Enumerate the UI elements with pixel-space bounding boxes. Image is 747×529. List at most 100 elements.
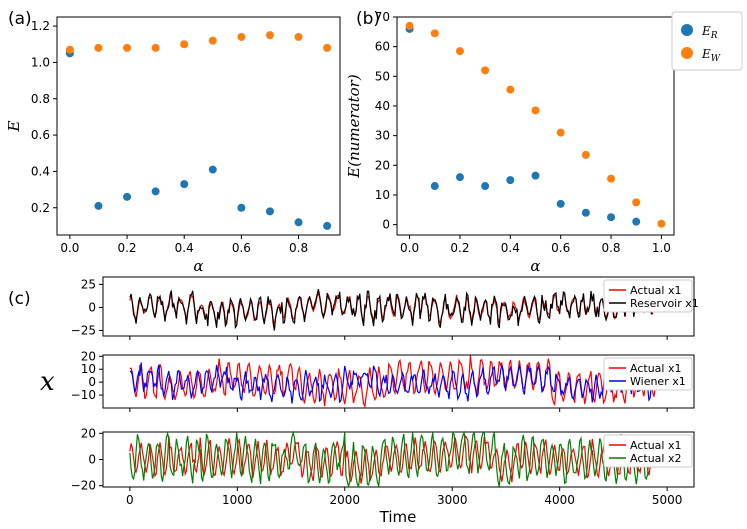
point-ew-9: [323, 43, 332, 52]
point-ew-6: [237, 32, 246, 41]
x-tick-label: 0.8: [289, 241, 308, 255]
y-tick-label: 1.0: [31, 55, 50, 69]
y-tick-label: 0: [88, 300, 96, 314]
point-ew-8: [294, 32, 303, 41]
y-tick-label: 0: [88, 375, 96, 389]
y-tick-label: 1.2: [31, 19, 50, 33]
legend-frame: [603, 434, 693, 468]
point-er-1: [94, 201, 103, 210]
point-ew-2: [455, 47, 464, 56]
x-tick-label: 0.0: [400, 241, 419, 255]
point-ew-1: [94, 43, 103, 52]
legend-top-frame: [671, 11, 743, 71]
plot-frame: [102, 276, 695, 337]
legend-label: Actual x1: [630, 284, 681, 297]
point-ew-8: [607, 174, 616, 183]
point-er-4: [506, 176, 515, 185]
y-tick-label: 30: [375, 129, 390, 143]
point-er-2: [123, 192, 132, 201]
point-ew-0: [65, 45, 74, 54]
y-tick-label: 50: [375, 69, 390, 83]
point-er-9: [632, 217, 641, 226]
x-tick-label: 0.6: [551, 241, 570, 255]
y-tick-label: 0.8: [31, 92, 50, 106]
y-tick-label: −25: [71, 323, 96, 337]
point-er-3: [481, 182, 490, 191]
chart-panel-b: 0.0 0.2 0.4 0.6 0.8 1.0 0 10 20 30 40 50 60 70 α E(nume…: [345, 10, 675, 275]
x-axis-label: α: [193, 257, 203, 275]
point-er-3: [151, 187, 160, 196]
x-tick-label: 0.8: [601, 241, 620, 255]
x-tick-label: 0.2: [450, 241, 469, 255]
legend-top: ER EW: [671, 11, 743, 71]
point-ew-3: [481, 66, 490, 75]
y-tick-label: −20: [71, 479, 96, 493]
point-ew-7: [265, 31, 274, 40]
point-er-1: [430, 182, 439, 191]
point-ew-7: [581, 150, 590, 159]
x-tick-label: 0.4: [501, 241, 520, 255]
legend-frame: [603, 279, 693, 313]
series-line-actual-x2: [129, 430, 657, 489]
y-tick-label: 0: [382, 218, 390, 232]
shared-y-label: x: [40, 367, 55, 397]
plot-frame: [102, 354, 695, 409]
point-er-8: [607, 213, 616, 222]
plot-frame: [56, 16, 341, 236]
point-ew-10: [657, 219, 666, 228]
chart-panel-c3: 0 1000 2000 3000 4000 5000 −20 0 20 Actual x1Actu…: [71, 426, 695, 507]
x-axis-label: α: [530, 257, 540, 275]
y-tick-label: 0.2: [31, 201, 50, 215]
x-tick-label: 0.4: [175, 241, 194, 255]
panel-b-label: (b): [356, 9, 380, 29]
point-ew-3: [151, 43, 160, 52]
legend-er-marker: [681, 24, 693, 36]
point-ew-5: [531, 106, 540, 115]
point-ew-4: [180, 40, 189, 49]
x-tick-label: 0: [126, 493, 134, 507]
y-axis-label: E: [5, 120, 23, 132]
y-tick-label: 25: [81, 277, 96, 291]
point-ew-4: [506, 85, 515, 94]
y-tick-label: 20: [375, 158, 390, 172]
legend-label: Reservoir x1: [630, 297, 699, 310]
y-tick-label: 20: [81, 426, 96, 440]
x-tick-label: 5000: [652, 493, 683, 507]
series-line-wiener-x1: [129, 362, 657, 404]
y-tick-label: 20: [81, 349, 96, 363]
x-tick-label: 0.6: [232, 241, 251, 255]
panel-a-label: (a): [8, 9, 32, 29]
y-tick-label: 40: [375, 99, 390, 113]
y-tick-label: 0.4: [31, 164, 50, 178]
x-tick-label: 3000: [437, 493, 468, 507]
legend-frame: [603, 357, 693, 391]
y-tick-label: 10: [81, 362, 96, 376]
point-ew-2: [123, 43, 132, 52]
point-ew-0: [405, 21, 414, 30]
y-tick-label: 0.6: [31, 128, 50, 142]
point-ew-1: [430, 29, 439, 38]
legend-label: Actual x1: [630, 362, 681, 375]
point-er-2: [455, 173, 464, 182]
point-er-6: [237, 203, 246, 212]
x-tick-label: 1000: [222, 493, 253, 507]
legend-ew-marker: [681, 47, 693, 59]
series-line-actual-x1: [129, 355, 657, 409]
legend-label: Wiener x1: [630, 375, 686, 388]
point-er-9: [323, 221, 332, 230]
y-tick-label: −10: [71, 388, 96, 402]
point-er-7: [581, 208, 590, 217]
legend-label: Actual x2: [630, 452, 681, 465]
y-tick-label: 60: [375, 40, 390, 54]
x-tick-label: 0.2: [117, 241, 136, 255]
point-er-4: [180, 180, 189, 189]
shared-x-label: Time: [379, 508, 417, 526]
point-ew-5: [208, 36, 217, 45]
x-tick-label: 4000: [544, 493, 575, 507]
x-tick-label: 0.0: [60, 241, 79, 255]
point-ew-9: [632, 198, 641, 207]
y-axis-label: E(numerator): [345, 74, 363, 179]
